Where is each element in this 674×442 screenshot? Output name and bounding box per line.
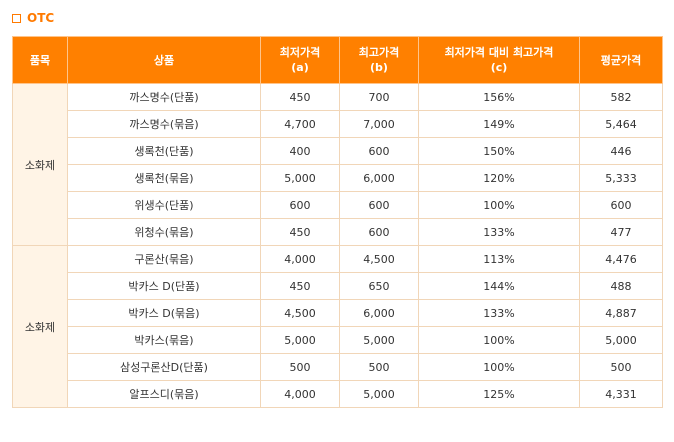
- cell-avg-price: 582: [579, 83, 663, 111]
- cell-product: 박카스 D(묶음): [67, 299, 261, 327]
- cell-product: 위청수(묶음): [67, 218, 261, 246]
- header-max-price-label: 최고가격: [358, 46, 400, 59]
- header-ratio-label: 최저가격 대비 최고가격: [444, 46, 554, 59]
- table-row: 생록천(단품) 400 600 150% 446: [13, 137, 663, 165]
- cell-max-price: 600: [339, 218, 419, 246]
- header-avg-price: 평균가격: [579, 36, 663, 84]
- header-category: 품목: [12, 36, 68, 84]
- cell-ratio: 113%: [418, 245, 580, 273]
- table-body: 소화제 까스명수(단품) 450 700 156% 582 까스명수(묶음) 4,700 7,0…: [12, 83, 663, 408]
- cell-max-price: 6,000: [339, 299, 419, 327]
- cell-ratio: 133%: [418, 299, 580, 327]
- cell-ratio: 125%: [418, 380, 580, 408]
- cell-max-price: 600: [339, 191, 419, 219]
- section-title: OTC: [12, 9, 54, 27]
- cell-max-price: 4,500: [339, 245, 419, 273]
- cell-product: 위생수(단품): [67, 191, 261, 219]
- cell-max-price: 5,000: [339, 326, 419, 354]
- header-min-price-label: 최저가격: [279, 46, 321, 59]
- table-row: 박카스 D(묶음) 4,500 6,000 133% 4,887: [13, 299, 663, 327]
- cell-max-price: 500: [339, 353, 419, 381]
- table-row: 알프스디(묶음) 4,000 5,000 125% 4,331: [13, 380, 663, 408]
- cell-min-price: 450: [260, 272, 340, 300]
- cell-category: 소화제: [12, 245, 68, 408]
- cell-avg-price: 5,000: [579, 326, 663, 354]
- header-product: 상품: [67, 36, 261, 84]
- cell-max-price: 600: [339, 137, 419, 165]
- cell-min-price: 400: [260, 137, 340, 165]
- header-row: 품목 상품 최저가격 (a) 최고가격 (b) 최저가격 대비 최고가격 (c)…: [12, 36, 663, 84]
- table-row: 소화제 까스명수(단품) 450 700 156% 582: [12, 83, 663, 246]
- cell-product: 생록천(묶음): [67, 164, 261, 192]
- table-row: 까스명수(묶음) 4,700 7,000 149% 5,464: [13, 110, 663, 138]
- cell-min-price: 4,000: [260, 380, 340, 408]
- cell-max-price: 5,000: [339, 380, 419, 408]
- cell-avg-price: 4,887: [579, 299, 663, 327]
- header-min-price-sub: (a): [291, 61, 309, 74]
- cell-avg-price: 4,476: [579, 245, 663, 273]
- cell-product: 까스명수(묶음): [67, 110, 261, 138]
- cell-min-price: 5,000: [260, 326, 340, 354]
- cell-product: 삼성구론산D(단품): [67, 353, 261, 381]
- cell-avg-price: 600: [579, 191, 663, 219]
- cell-min-price: 450: [260, 83, 340, 111]
- header-max-price: 최고가격 (b): [339, 36, 419, 84]
- cell-avg-price: 477: [579, 218, 663, 246]
- cell-category: 소화제: [12, 83, 68, 246]
- table-row: 삼성구론산D(단품) 500 500 100% 500: [13, 353, 663, 381]
- cell-min-price: 4,700: [260, 110, 340, 138]
- cell-min-price: 4,500: [260, 299, 340, 327]
- header-ratio: 최저가격 대비 최고가격 (c): [418, 36, 580, 84]
- header-ratio-sub: (c): [490, 61, 508, 74]
- cell-min-price: 600: [260, 191, 340, 219]
- table-header: 품목 상품 최저가격 (a) 최고가격 (b) 최저가격 대비 최고가격 (c)…: [12, 36, 663, 84]
- cell-product: 까스명수(단품): [67, 83, 261, 111]
- section-title-text: OTC: [27, 11, 55, 25]
- table-row: 생록천(묶음) 5,000 6,000 120% 5,333: [13, 164, 663, 192]
- table-row: 소화제 구론산(묶음) 4,000 4,500 113% 4,476: [12, 245, 663, 408]
- otc-price-table: 품목 상품 최저가격 (a) 최고가격 (b) 최저가격 대비 최고가격 (c)…: [12, 36, 663, 408]
- cell-ratio: 150%: [418, 137, 580, 165]
- table-row: 박카스(묶음) 5,000 5,000 100% 5,000: [13, 326, 663, 354]
- cell-min-price: 450: [260, 218, 340, 246]
- cell-avg-price: 5,333: [579, 164, 663, 192]
- header-max-price-sub: (b): [370, 61, 388, 74]
- cell-product: 박카스 D(단품): [67, 272, 261, 300]
- table-row: 위청수(묶음) 450 600 133% 477: [13, 218, 663, 246]
- cell-ratio: 120%: [418, 164, 580, 192]
- square-icon: [12, 13, 21, 23]
- table-row: 위생수(단품) 600 600 100% 600: [13, 191, 663, 219]
- cell-max-price: 6,000: [339, 164, 419, 192]
- cell-min-price: 4,000: [260, 245, 340, 273]
- cell-product: 박카스(묶음): [67, 326, 261, 354]
- table-row: 박카스 D(단품) 450 650 144% 488: [13, 272, 663, 300]
- cell-max-price: 700: [339, 83, 419, 111]
- cell-avg-price: 5,464: [579, 110, 663, 138]
- cell-ratio: 144%: [418, 272, 580, 300]
- cell-min-price: 500: [260, 353, 340, 381]
- cell-min-price: 5,000: [260, 164, 340, 192]
- cell-avg-price: 446: [579, 137, 663, 165]
- cell-avg-price: 4,331: [579, 380, 663, 408]
- cell-max-price: 7,000: [339, 110, 419, 138]
- cell-ratio: 100%: [418, 326, 580, 354]
- cell-product: 구론산(묶음): [67, 245, 261, 273]
- cell-ratio: 100%: [418, 191, 580, 219]
- cell-ratio: 100%: [418, 353, 580, 381]
- cell-ratio: 149%: [418, 110, 580, 138]
- header-min-price: 최저가격 (a): [260, 36, 340, 84]
- cell-max-price: 650: [339, 272, 419, 300]
- cell-ratio: 156%: [418, 83, 580, 111]
- cell-product: 생록천(단품): [67, 137, 261, 165]
- cell-ratio: 133%: [418, 218, 580, 246]
- cell-avg-price: 488: [579, 272, 663, 300]
- cell-avg-price: 500: [579, 353, 663, 381]
- cell-product: 알프스디(묶음): [67, 380, 261, 408]
